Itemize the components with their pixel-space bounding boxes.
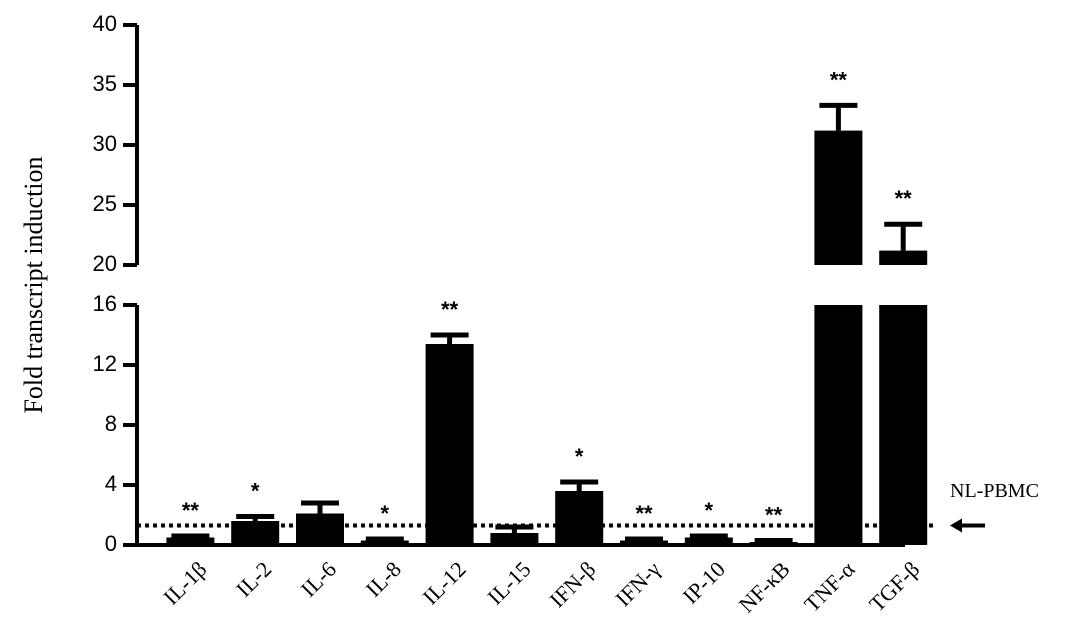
x-tick-label: NF-κB	[734, 556, 795, 617]
bar-upper	[879, 250, 928, 265]
significance-label: *	[705, 498, 714, 523]
y-tick-label: 35	[93, 71, 117, 96]
x-tick-label: IP-10	[678, 556, 730, 608]
error-bar	[365, 536, 404, 542]
error-bar	[689, 533, 728, 539]
error-bar	[236, 514, 275, 521]
bar-lower	[879, 305, 928, 545]
bar	[749, 542, 798, 545]
x-tick-label: TNF-α	[799, 556, 860, 617]
bar	[879, 250, 928, 545]
y-tick-label: 20	[93, 251, 117, 276]
error-bar	[301, 500, 339, 514]
x-tick-label: IFN-γ	[610, 556, 665, 611]
y-tick-label: 4	[105, 471, 117, 496]
y-tick-label: 12	[93, 351, 117, 376]
error-bar	[819, 102, 858, 131]
bar	[166, 537, 215, 545]
error-bar	[754, 538, 793, 543]
bar	[684, 537, 733, 545]
error-bar	[884, 221, 923, 251]
x-tick-label: IL-8	[361, 556, 406, 601]
y-tick-label: 8	[105, 411, 117, 436]
x-tick-label: IL-1β	[158, 556, 211, 609]
x-tick-label: IL-6	[296, 556, 341, 601]
significance-label: **	[441, 297, 459, 322]
error-bar	[171, 533, 210, 539]
y-axis-label: Fold transcript induction	[19, 156, 48, 413]
significance-label: **	[765, 503, 783, 528]
x-tick-label: IL-2	[231, 556, 276, 601]
arrow-head	[950, 518, 962, 533]
significance-label: **	[635, 501, 653, 526]
error-bar	[430, 332, 469, 344]
bar	[296, 513, 344, 545]
bar	[814, 130, 863, 545]
error-bar	[625, 536, 663, 542]
bar-upper	[814, 130, 863, 265]
x-tick-label: IL-12	[418, 556, 471, 609]
bar	[555, 491, 604, 545]
bar	[620, 540, 668, 545]
error-bar	[495, 524, 534, 533]
y-tick-label: 30	[93, 131, 117, 156]
x-tick-label: IL-15	[482, 556, 535, 609]
bar	[425, 344, 474, 545]
y-tick-label: 25	[93, 191, 117, 216]
reference-label: NL-PBMC	[950, 480, 1039, 502]
bar	[490, 533, 539, 545]
y-tick-label: 40	[93, 11, 117, 36]
y-tick-label: 16	[93, 291, 117, 316]
significance-label: **	[830, 67, 848, 92]
significance-label: **	[182, 498, 200, 523]
y-tick-label: 0	[105, 531, 117, 556]
bar-lower	[814, 305, 863, 545]
error-bar	[560, 479, 599, 491]
significance-label: **	[895, 186, 913, 211]
x-tick-label: TGF-β	[864, 556, 924, 616]
bar	[360, 540, 409, 545]
significance-label: *	[251, 479, 260, 504]
significance-label: *	[575, 444, 584, 469]
bar	[231, 521, 280, 545]
significance-label: *	[381, 501, 390, 526]
x-tick-label: IFN-β	[544, 556, 600, 612]
